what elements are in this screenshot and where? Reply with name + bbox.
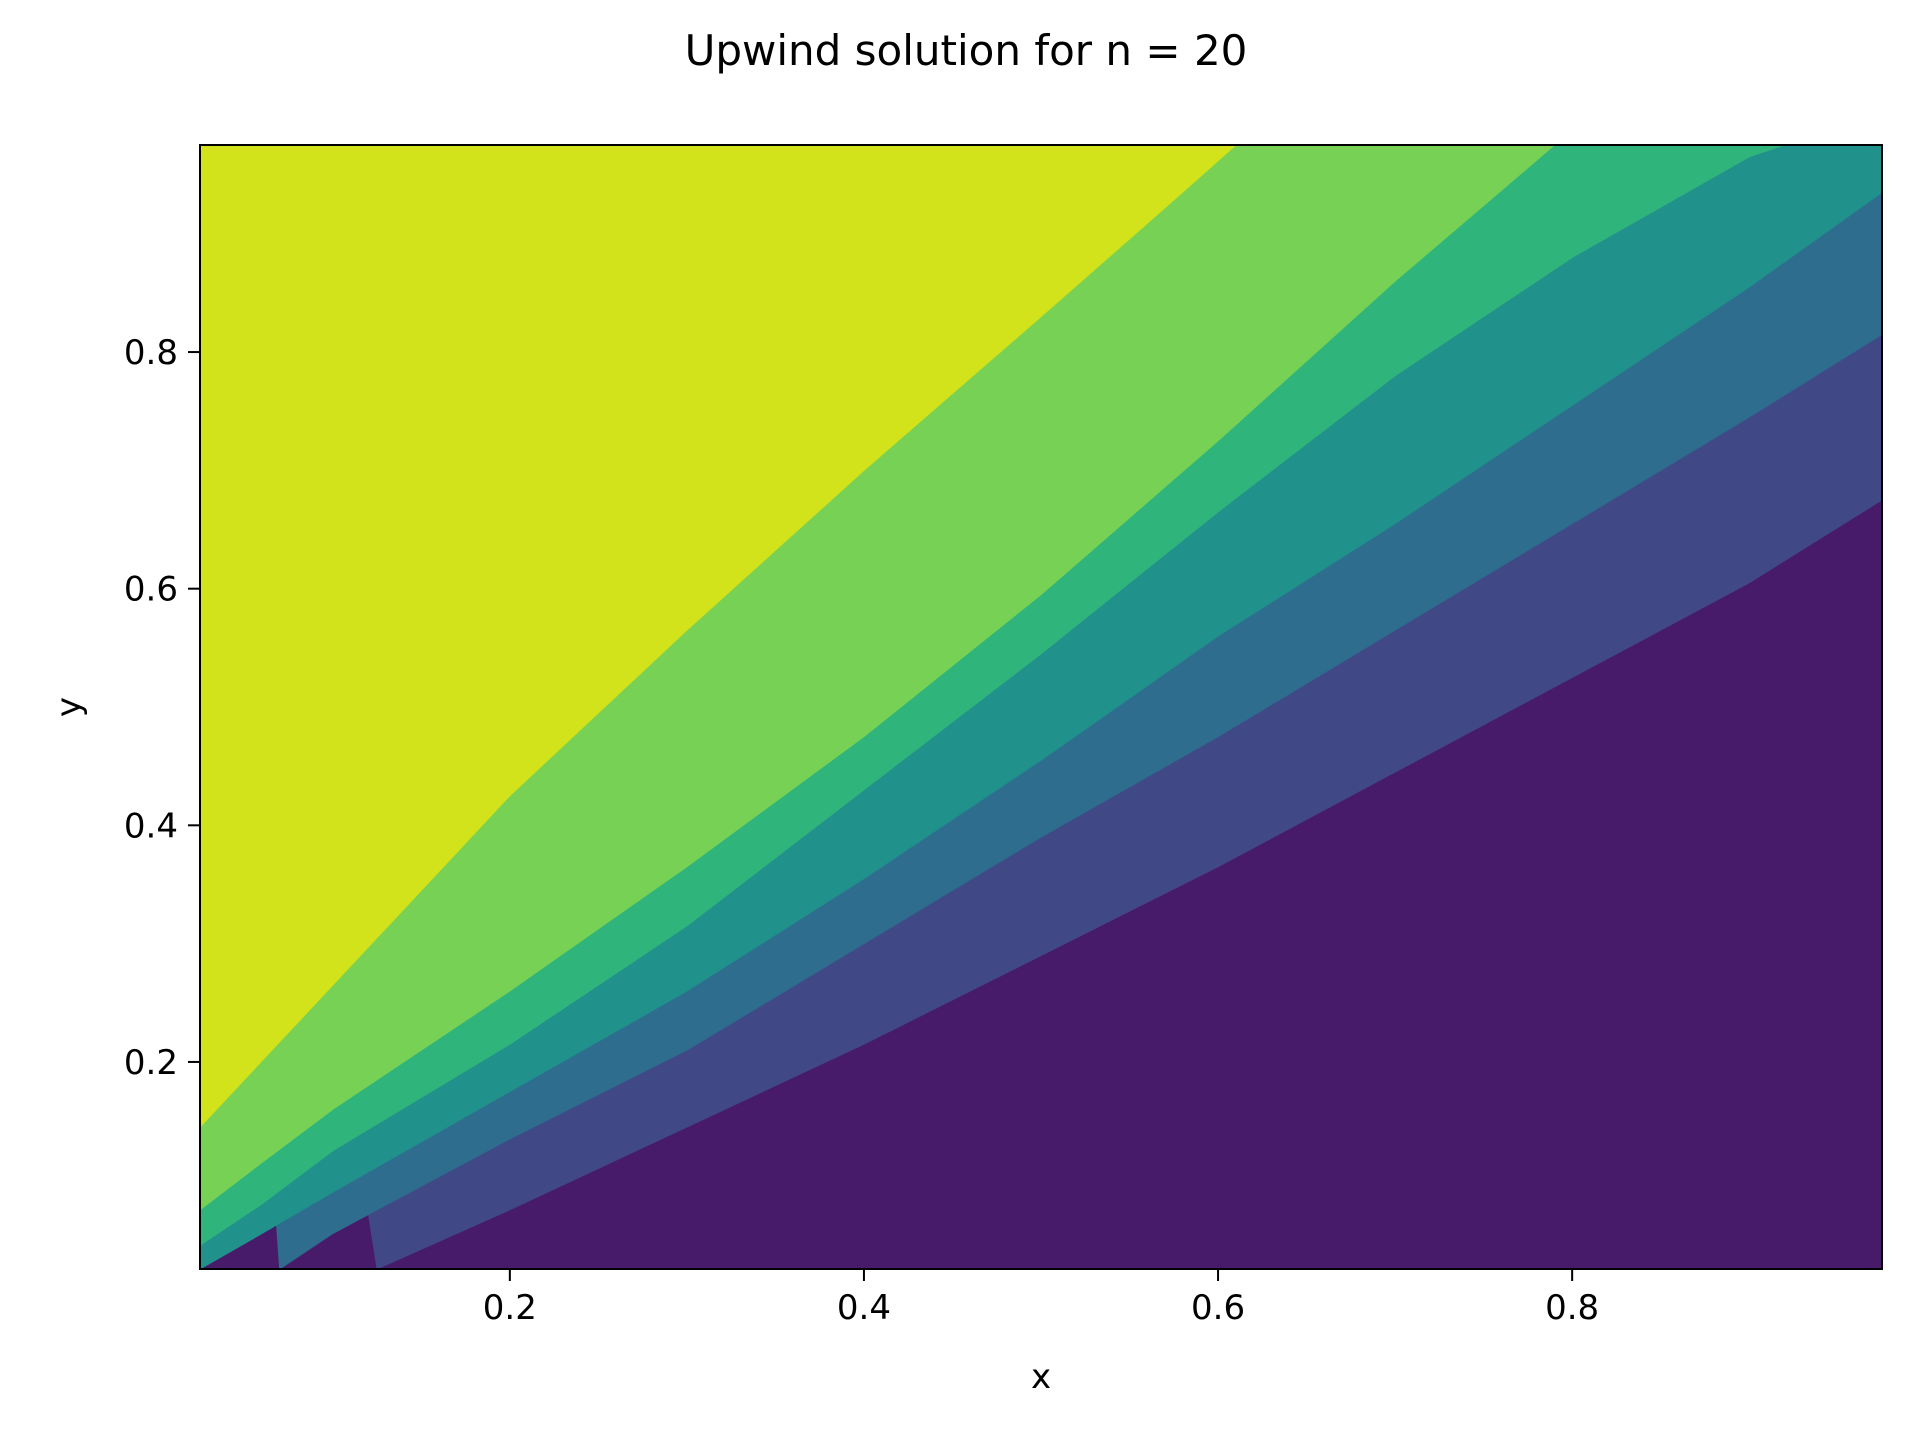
x-tick-label: 0.8 bbox=[1545, 1288, 1599, 1328]
contour-fill-layer bbox=[200, 145, 1882, 1269]
x-tick-label: 0.4 bbox=[837, 1288, 891, 1328]
contour-band-6 bbox=[200, 145, 1237, 1128]
y-tick-label: 0.4 bbox=[124, 806, 178, 846]
x-tick-label: 0.2 bbox=[483, 1288, 537, 1328]
x-axis-label: x bbox=[1031, 1357, 1051, 1397]
y-axis-ticks: 0.2 0.4 0.6 0.8 bbox=[124, 333, 200, 1083]
y-tick-label: 0.6 bbox=[124, 570, 178, 610]
chart-title: Upwind solution for n = 20 bbox=[685, 26, 1248, 75]
plot-frame bbox=[199, 144, 1883, 1270]
y-tick-label: 0.8 bbox=[124, 333, 178, 373]
x-axis-ticks: 0.2 0.4 0.6 0.8 bbox=[483, 1269, 1599, 1328]
y-axis-label: y bbox=[49, 697, 89, 717]
y-tick-label: 0.2 bbox=[124, 1043, 178, 1083]
x-tick-label: 0.6 bbox=[1191, 1288, 1245, 1328]
